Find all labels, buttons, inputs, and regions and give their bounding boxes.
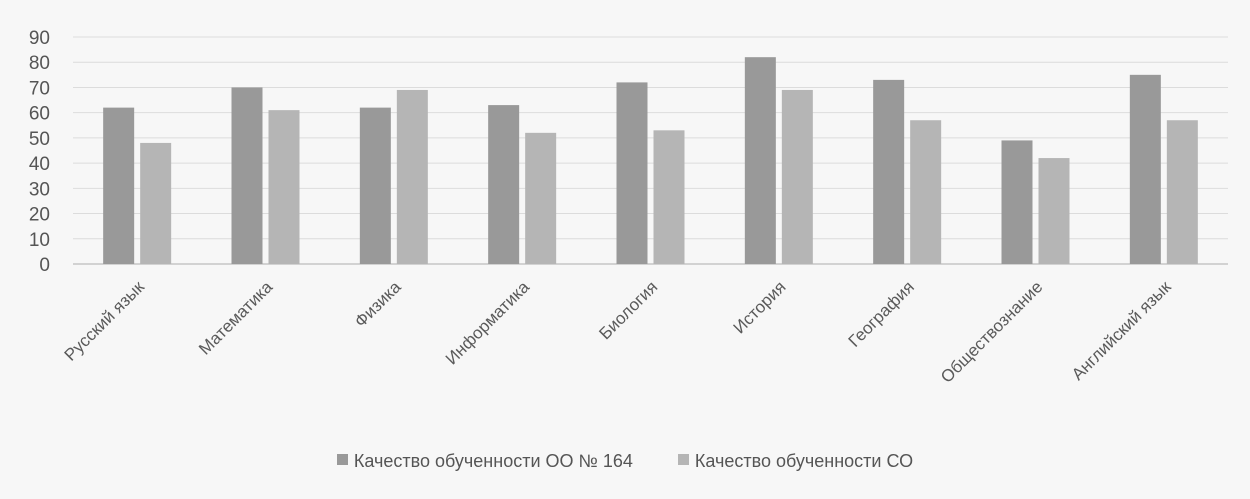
x-tick-label: Физика: [351, 277, 405, 331]
x-tick-label: Биология: [595, 277, 661, 343]
legend-item-series-2: Качество обученности СО: [677, 450, 914, 472]
bar-series-1: [488, 105, 520, 264]
x-tick-label: Русский язык: [61, 277, 149, 365]
x-axis: Русский язык Математика Физика Информатика Б…: [61, 277, 1175, 387]
bar-series-2: [140, 142, 172, 264]
bar-series-2: [653, 130, 685, 264]
y-tick-label: 10: [29, 230, 50, 251]
y-tick-label: 20: [29, 205, 50, 226]
bar-series-2: [525, 132, 557, 264]
bar-series-1: [873, 79, 905, 264]
legend-swatch-series-2: [677, 454, 689, 466]
bar-series-2: [396, 89, 428, 264]
y-tick-label: 0: [39, 255, 50, 276]
bar-series-1: [359, 107, 391, 264]
bar-series-2: [1038, 158, 1070, 264]
legend: Качество обученности ОО № 164 Качество о…: [0, 450, 1250, 472]
x-tick-label: Обществознание: [937, 277, 1046, 386]
legend-item-series-1: Качество обученности ОО № 164: [336, 450, 633, 472]
y-tick-label: 80: [29, 53, 50, 74]
x-tick-label: Информатика: [442, 277, 533, 368]
y-tick-label: 30: [29, 179, 50, 200]
x-tick-label: История: [730, 277, 790, 337]
bar-series-2: [268, 110, 300, 265]
bar-series-1: [1129, 74, 1161, 264]
x-tick-label: Математика: [195, 277, 277, 359]
bar-series-1: [103, 107, 135, 264]
x-tick-label: География: [845, 277, 918, 350]
bar-series-2: [1166, 120, 1198, 264]
y-tick-label: 50: [29, 129, 50, 150]
bars: [103, 57, 1198, 265]
y-tick-label: 70: [29, 78, 50, 99]
y-tick-label: 60: [29, 104, 50, 125]
bar-series-1: [744, 57, 776, 264]
x-tick-label: Английский язык: [1068, 277, 1175, 384]
legend-swatch-series-1: [336, 454, 348, 466]
y-tick-label: 90: [29, 28, 50, 49]
legend-label-series-2: Качество обученности СО: [694, 451, 914, 472]
y-tick-label: 40: [29, 154, 50, 175]
bar-series-1: [1001, 140, 1033, 264]
bar-series-1: [231, 87, 263, 264]
legend-label-series-1: Качество обученности ОО № 164: [353, 451, 633, 472]
grid-lines: [73, 36, 1228, 265]
y-axis: 0 10 20 30 40 50 60 70 80 90: [29, 28, 50, 276]
bar-series-2: [781, 89, 813, 264]
bar-series-2: [910, 120, 942, 264]
bar-series-1: [616, 82, 648, 265]
